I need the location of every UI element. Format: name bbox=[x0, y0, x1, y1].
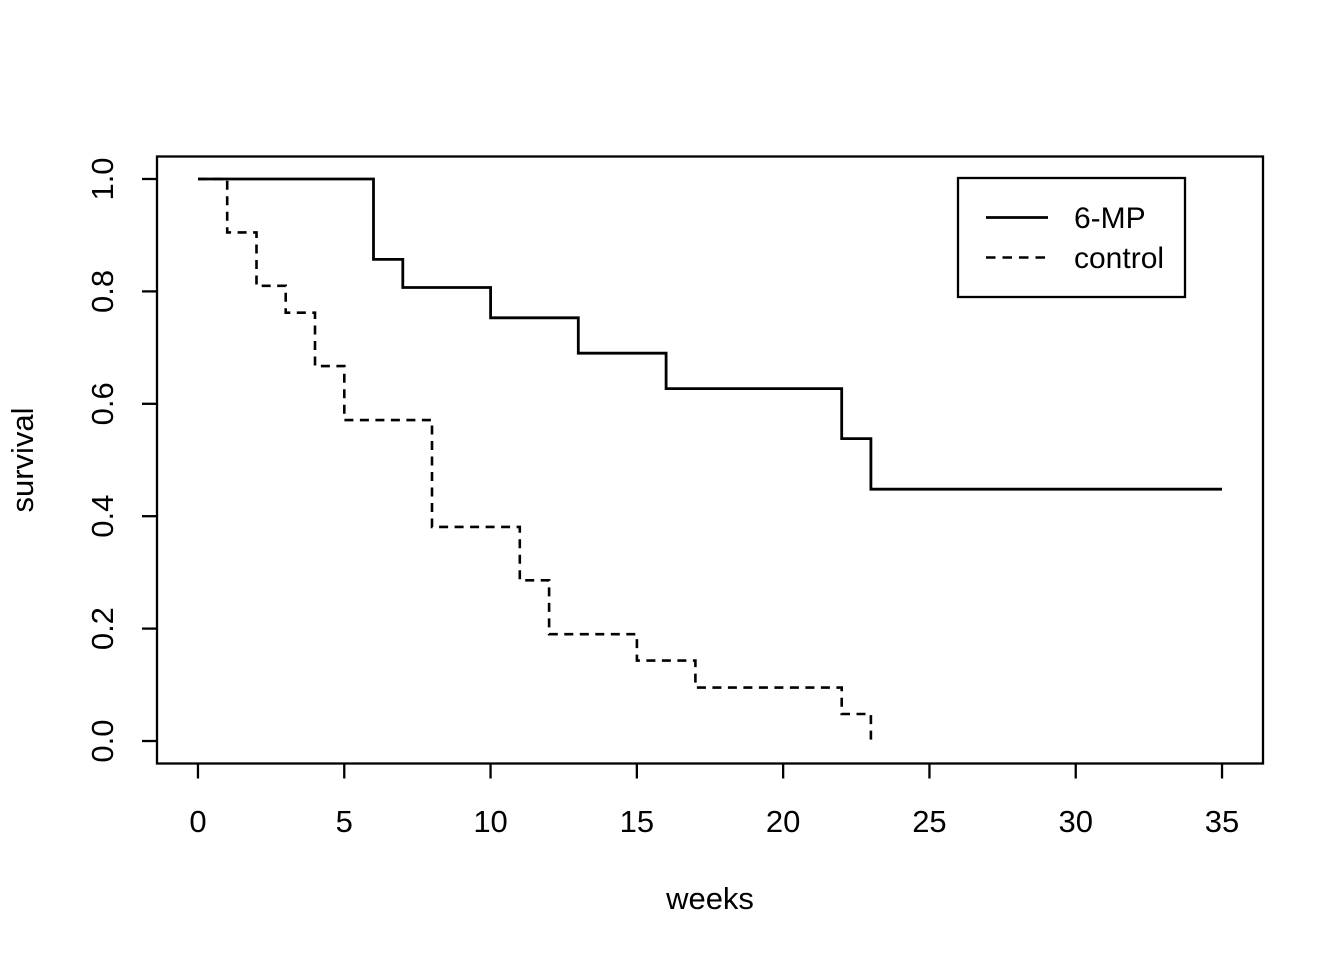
y-tick-label: 0.4 bbox=[85, 495, 120, 538]
x-tick-label: 10 bbox=[473, 804, 507, 839]
y-tick-label: 0.6 bbox=[85, 382, 120, 425]
plot-border bbox=[155, 155, 1265, 765]
x-tick-label: 0 bbox=[189, 804, 206, 839]
x-tick-label: 15 bbox=[620, 804, 654, 839]
legend-label-6-mp: 6-MP bbox=[1074, 202, 1146, 235]
x-axis: 0 5 10 15 20 25 30 35 bbox=[189, 763, 1239, 839]
x-tick-label: 5 bbox=[336, 804, 353, 839]
x-axis-title: weeks bbox=[665, 881, 754, 916]
legend-label-control: control bbox=[1074, 242, 1164, 275]
legend: 6-MP control bbox=[956, 176, 1187, 299]
y-tick-label: 0.2 bbox=[85, 607, 120, 650]
x-tick-label: 35 bbox=[1205, 804, 1239, 839]
curve-6-mp bbox=[198, 177, 1222, 491]
y-axis-title: survival bbox=[5, 407, 40, 512]
series-curves bbox=[198, 177, 1222, 741]
curve-control bbox=[198, 177, 873, 741]
x-tick-label: 25 bbox=[912, 804, 946, 839]
x-tick-label: 20 bbox=[766, 804, 800, 839]
legend-box bbox=[956, 176, 1187, 299]
y-tick-label: 0.8 bbox=[85, 270, 120, 313]
y-tick-label: 1.0 bbox=[85, 157, 120, 200]
x-tick-label: 30 bbox=[1058, 804, 1092, 839]
y-axis: 0.0 0.2 0.4 0.6 0.8 1.0 bbox=[85, 157, 157, 763]
y-tick-label: 0.0 bbox=[85, 719, 120, 762]
